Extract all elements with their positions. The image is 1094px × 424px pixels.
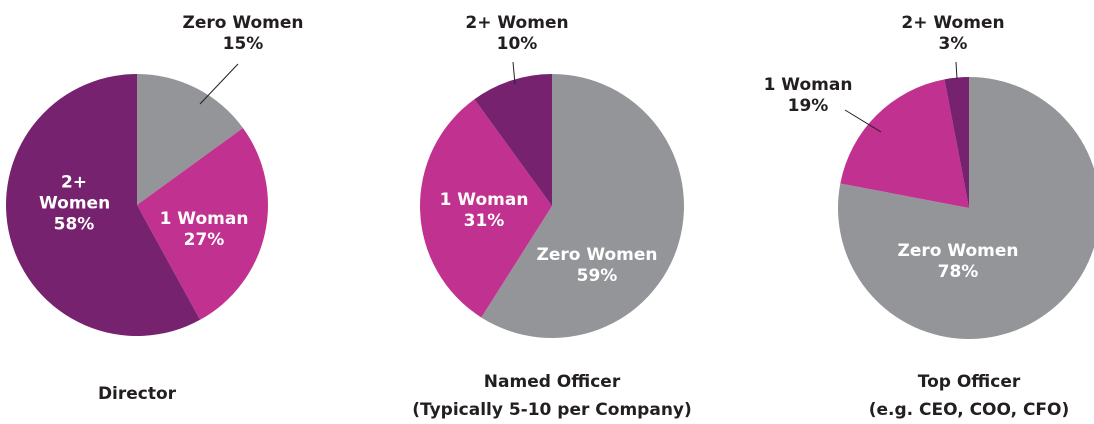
pie-slice [137,74,243,205]
chart-title: Named Officer [483,372,621,392]
slice-label: 2+ Women 10% [465,13,568,55]
slice-value-label: 59% [576,266,618,286]
chart-caption: Named Officer (Typically 5-10 per Company… [412,368,692,424]
leader-line [844,109,882,133]
slice-category: Zero Women [182,13,304,33]
slice-value-label: 58% [53,214,95,235]
pie-slice [840,79,969,208]
pie-slice [944,77,969,208]
leader-line [512,61,516,85]
slice-label: 2+ Women 58% [39,172,111,236]
chart-title: Director [97,384,177,404]
slice-value-label: 15% [222,34,264,54]
pie-slice [481,74,684,338]
slice-category: 2+ Women [39,172,111,214]
slice-category: 2+ Women [465,13,569,33]
slice-value-label: 31% [463,211,505,231]
slice-value-label: 27% [183,230,225,250]
chart-caption: Top Officer (e.g. CEO, COO, CFO) [869,368,1070,424]
slice-category: Zero Women [897,241,1019,261]
slice-label: 1 Woman 19% [764,75,853,117]
slice-category: 1 Woman [159,209,249,229]
slice-value-label: 78% [937,262,979,282]
chart-title: Top Officer [917,372,1021,392]
chart-subtitle: (Typically 5-10 per Company) [412,400,692,420]
chart-caption: Director [98,380,176,408]
slice-label: Zero Women 15% [182,13,303,55]
leader-line [955,61,958,80]
slice-label: Zero Women 59% [536,245,657,287]
slice-category: 2+ Women [901,13,1005,33]
slice-category: 1 Woman [763,75,853,95]
slice-label: 1 Woman 31% [440,190,529,232]
pie-slice [5,74,201,336]
slice-label: 1 Woman 27% [160,209,249,251]
slice-value-label: 10% [496,34,538,54]
slice-category: Zero Women [536,245,658,265]
pie-slice [420,99,552,318]
chart-subtitle: (e.g. CEO, COO, CFO) [868,400,1070,420]
slice-category: 1 Woman [439,190,529,210]
slice-value-label: 19% [787,96,829,116]
slice-label: 2+ Women 3% [901,13,1004,55]
slice-value-label: 3% [938,34,968,54]
pie-slice [137,128,268,320]
pie-slice [474,74,552,206]
slice-label: Zero Women 78% [897,241,1018,283]
leader-line [199,63,239,105]
pie-slice [838,77,1094,339]
